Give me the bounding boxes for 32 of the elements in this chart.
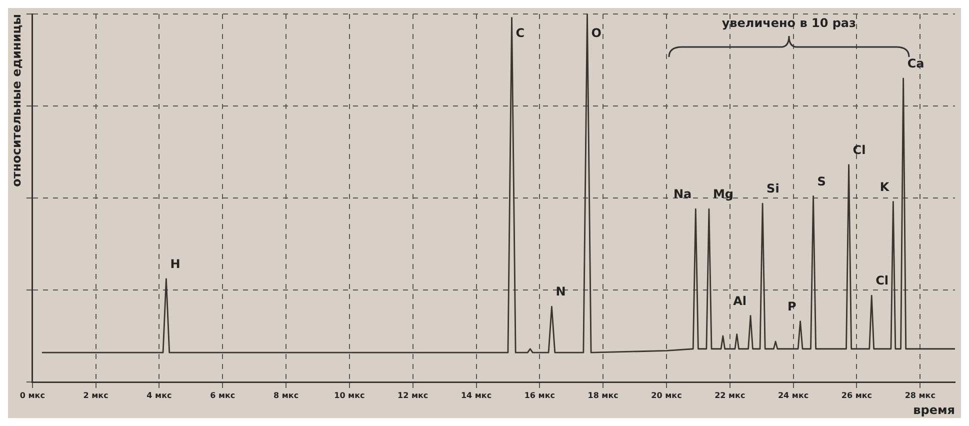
annotation: Cl: [876, 274, 889, 288]
x-tick-label: 22 мкс: [714, 390, 746, 400]
annotation: увеличено в 10 раз: [722, 16, 856, 30]
annotation: Mg: [712, 187, 734, 202]
x-tick-label: 8 мкс: [274, 390, 299, 400]
x-axis-title: время: [913, 402, 955, 417]
annotation: Al: [733, 294, 747, 308]
x-tick-label: 28 мкс: [904, 390, 936, 400]
x-tick-label: 20 мкс: [651, 390, 682, 400]
annotation: Na: [674, 187, 692, 202]
y-axis-title: относительные единицы: [9, 14, 24, 187]
x-tick-label: 26 мкс: [841, 390, 872, 400]
annotation: O: [591, 26, 602, 40]
annotation: P: [787, 299, 796, 314]
x-tick-label: 16 мкс: [524, 390, 556, 400]
x-tick-label: 4 мкс: [146, 390, 172, 400]
x-tick-label: 24 мкс: [778, 390, 809, 400]
x-tick-label: 12 мкс: [398, 390, 428, 400]
annotation: H: [170, 257, 180, 272]
annotation: K: [880, 180, 890, 194]
annotation: Si: [766, 182, 780, 196]
annotation: Cl: [852, 143, 866, 158]
x-tick-label: 10 мкс: [334, 390, 366, 400]
x-tick-label: 0 мкс: [20, 390, 46, 400]
annotation: C: [516, 26, 525, 40]
x-tick-label: 18 мкс: [588, 390, 619, 400]
annotation: N: [556, 284, 566, 299]
x-tick-label: 6 мкс: [210, 390, 236, 400]
x-tick-label: 14 мкс: [460, 390, 492, 400]
annotation: Ca: [907, 56, 924, 71]
x-tick-label: 2 мкс: [83, 390, 109, 400]
annotation: S: [817, 174, 826, 188]
